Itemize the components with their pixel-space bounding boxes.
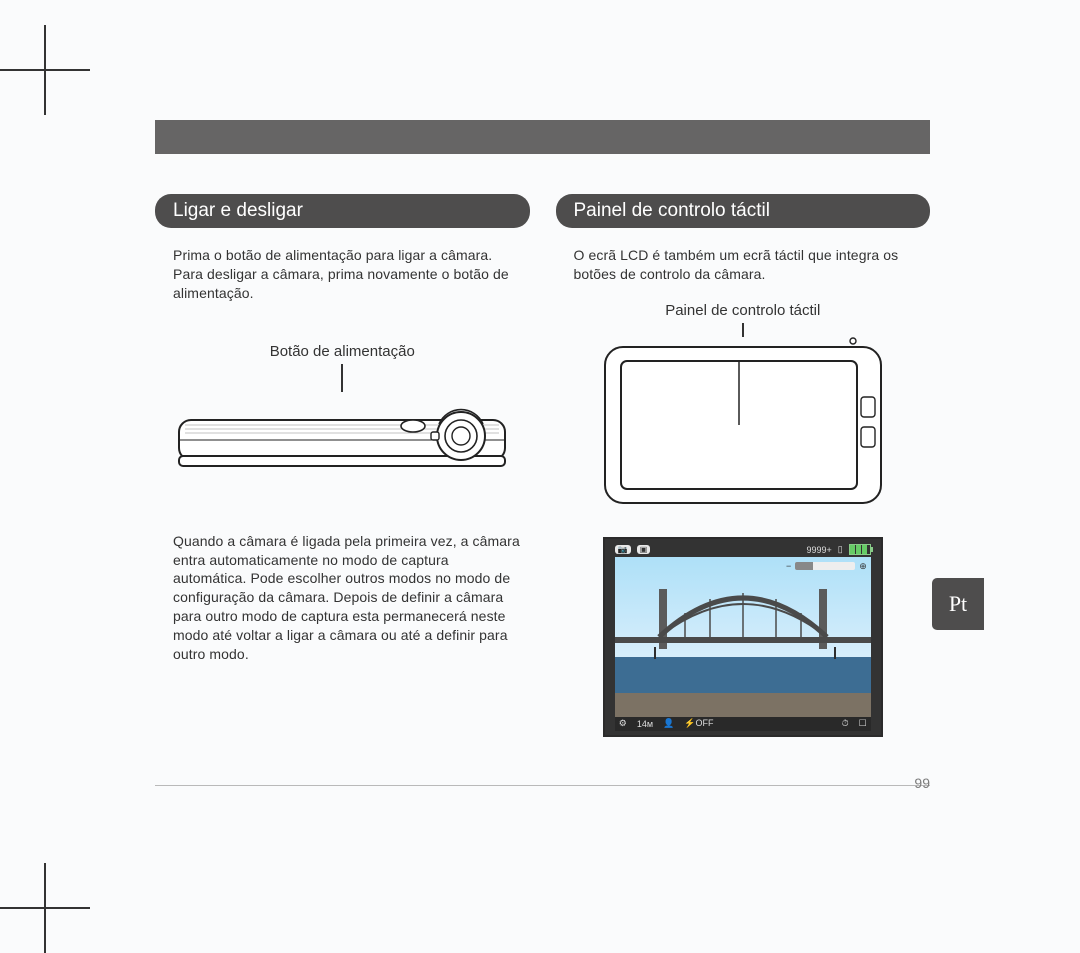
language-tab: Pt bbox=[932, 578, 984, 630]
column-right: Painel de controlo táctil O ecrã LCD é t… bbox=[556, 194, 931, 737]
crop-mark-bottom-left bbox=[0, 863, 90, 953]
page-number: 99 bbox=[914, 775, 930, 791]
caption-touch-panel: Painel de controlo táctil bbox=[556, 302, 931, 319]
lcd-top-bar: 📷 ▣ 9999+ ▯ bbox=[615, 543, 871, 557]
column-left: Ligar e desligar Prima o botão de alimen… bbox=[155, 194, 530, 737]
camera-mode-icon: 📷 bbox=[615, 545, 631, 554]
zoom-minus-icon: − bbox=[786, 561, 791, 571]
wb-icon: ⚙ bbox=[619, 718, 627, 729]
heading-power: Ligar e desligar bbox=[155, 194, 530, 228]
text-power-intro: Prima o botão de alimentação para ligar … bbox=[173, 246, 526, 303]
timer-icon: ⏱ bbox=[842, 718, 849, 729]
heading-touch-panel: Painel de controlo táctil bbox=[556, 194, 931, 228]
shutter-icon: ☐ bbox=[859, 718, 867, 729]
lcd-bottom-bar: ⚙ 14м 👤 ⚡OFF ⏱ ☐ bbox=[615, 717, 871, 731]
illustration-lcd-preview: 📷 ▣ 9999+ ▯ − ⊕ ⚙ 14м 👤 ⚡OFF bbox=[603, 537, 883, 737]
illustration-camera-top bbox=[177, 392, 507, 472]
manual-page: Ligar e desligar Prima o botão de alimen… bbox=[155, 120, 930, 737]
caption-power-button: Botão de alimentação bbox=[155, 343, 530, 360]
battery-icon bbox=[849, 544, 871, 555]
crop-mark-top-left bbox=[0, 25, 90, 115]
mp-label: 14м bbox=[637, 719, 653, 729]
pointer-touch-panel bbox=[742, 323, 744, 337]
face-icon: 👤 bbox=[663, 718, 674, 729]
lcd-counter: 9999+ bbox=[807, 545, 832, 555]
text-touch-intro: O ecrã LCD é também um ecrã táctil que i… bbox=[574, 246, 927, 284]
play-icon: ▣ bbox=[637, 545, 651, 554]
lcd-zoom-bar: − ⊕ bbox=[786, 561, 867, 572]
illustration-camera-back bbox=[603, 337, 883, 507]
sd-icon: ▯ bbox=[838, 544, 843, 555]
flash-label: ⚡OFF bbox=[684, 718, 713, 729]
header-bar bbox=[155, 120, 930, 154]
footer-rule bbox=[155, 785, 930, 786]
text-power-firstuse: Quando a câmara é ligada pela primeira v… bbox=[173, 532, 526, 664]
pointer-power-button bbox=[341, 364, 343, 392]
zoom-plus-icon: ⊕ bbox=[859, 561, 867, 572]
